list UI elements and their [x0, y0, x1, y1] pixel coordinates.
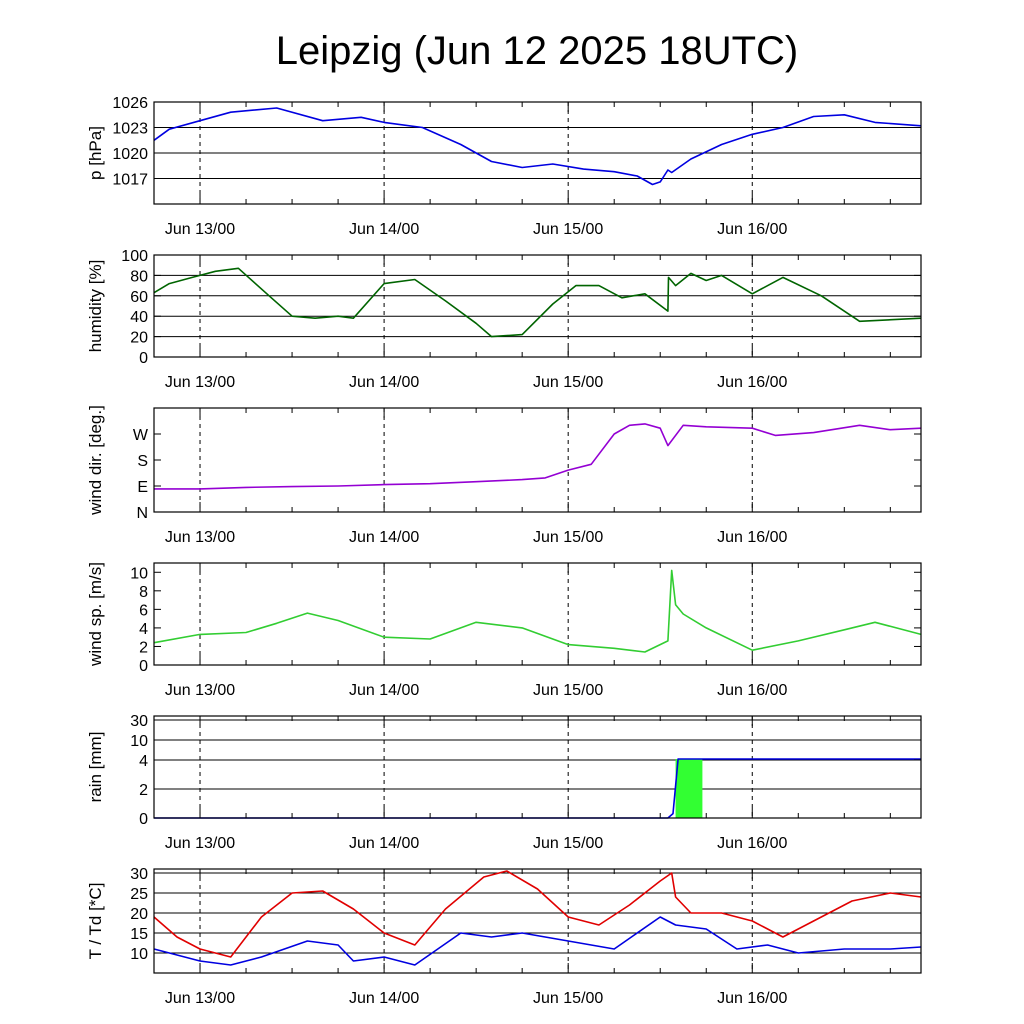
panel-4: 0 24 68 10 Jun 13/00 Jun 14/00 Jun 15/00 Jun 16…	[86, 562, 922, 699]
panel-6: 10 15 20 25 30 Jun 13/00 Jun 14/00 Jun 15/00 Jun…	[86, 866, 922, 1007]
y-tick-label: N	[136, 505, 148, 522]
y-tick-label: 30	[130, 866, 148, 883]
x-tick-label: Jun 14/00	[349, 374, 419, 391]
panel-5: 0 2 4 10 30 Jun 13/00 Jun 14/00 Jun 15/00 Jun 16…	[86, 713, 922, 852]
series-line-wind_speed	[153, 569, 922, 653]
x-tick-label: Jun 13/00	[165, 835, 235, 852]
x-tick-label: Jun 14/00	[349, 529, 419, 546]
x-tick-label: Jun 13/00	[165, 682, 235, 699]
x-tick-label: Jun 15/00	[533, 529, 603, 546]
y-tick-label: 1017	[112, 172, 148, 189]
y-tick-label: 80	[130, 268, 148, 285]
panel-1: 1017 1020 1023 1026 Jun 13/00 Jun 14/00 Jun 15…	[86, 95, 922, 238]
plot-frame	[153, 407, 922, 513]
y-tick-label: 6	[139, 602, 148, 619]
y-tick-label: 10	[130, 565, 148, 582]
y-axis-label: rain [mm]	[86, 732, 105, 803]
y-axis-label: T / Td [*C]	[86, 883, 105, 960]
x-tick-label: Jun 13/00	[165, 221, 235, 238]
x-tick-label: Jun 13/00	[165, 529, 235, 546]
x-tick-label: Jun 15/00	[533, 682, 603, 699]
series-line-temperature	[153, 870, 922, 958]
y-axis-label: p [hPa]	[86, 126, 105, 180]
y-tick-label: 4	[139, 753, 148, 770]
x-tick-label: Jun 14/00	[349, 835, 419, 852]
y-tick-label: 15	[130, 926, 148, 943]
y-tick-label: 1023	[112, 121, 148, 138]
x-tick-label: Jun 14/00	[349, 990, 419, 1007]
y-tick-label: 1026	[112, 95, 148, 112]
series-line-humidity	[153, 267, 922, 338]
series-line-pressure	[153, 107, 922, 186]
y-tick-label: 0	[139, 811, 148, 828]
series-line-wind_dir	[154, 423, 922, 490]
chart-title: Leipzig (Jun 12 2025 18UTC)	[276, 29, 799, 73]
y-tick-label: 60	[130, 289, 148, 306]
y-tick-label: 1020	[112, 146, 148, 163]
plot-frame	[153, 868, 922, 974]
y-tick-label: 10	[130, 946, 148, 963]
y-axis-label: wind dir. [deg.]	[86, 405, 105, 516]
x-tick-label: Jun 15/00	[533, 221, 603, 238]
y-tick-label: 30	[130, 713, 148, 730]
y-tick-label: 20	[130, 330, 148, 347]
y-tick-label: 2	[139, 639, 148, 656]
x-tick-label: Jun 15/00	[533, 835, 603, 852]
plot-frame	[153, 562, 922, 666]
x-tick-label: Jun 16/00	[717, 682, 787, 699]
y-tick-label: W	[133, 427, 149, 444]
y-axis-label: humidity [%]	[86, 260, 105, 353]
x-tick-label: Jun 16/00	[717, 990, 787, 1007]
x-tick-label: Jun 13/00	[165, 374, 235, 391]
y-tick-label: 40	[130, 309, 148, 326]
x-tick-label: Jun 16/00	[717, 374, 787, 391]
x-tick-label: Jun 15/00	[533, 990, 603, 1007]
y-tick-label: 25	[130, 886, 148, 903]
series-line-dewpoint	[153, 916, 922, 966]
plot-frame	[153, 254, 922, 358]
x-tick-label: Jun 14/00	[349, 682, 419, 699]
y-tick-label: E	[137, 479, 148, 496]
x-tick-label: Jun 13/00	[165, 990, 235, 1007]
y-axis-label: wind sp. [m/s]	[86, 562, 105, 667]
y-tick-label: 8	[139, 584, 148, 601]
y-tick-label: 4	[139, 621, 148, 638]
y-tick-label: 100	[121, 248, 148, 265]
y-tick-label: 10	[130, 733, 148, 750]
x-tick-label: Jun 15/00	[533, 374, 603, 391]
x-tick-label: Jun 16/00	[717, 221, 787, 238]
plot-frame	[153, 715, 922, 819]
y-tick-label: 0	[139, 658, 148, 675]
panel-2: 0 20 40 60 80 100 Jun 13/00 Jun 14/00 Jun 15/00 J…	[86, 248, 922, 391]
y-tick-label: S	[137, 453, 148, 470]
x-tick-label: Jun 14/00	[349, 221, 419, 238]
x-tick-label: Jun 16/00	[717, 835, 787, 852]
x-tick-label: Jun 16/00	[717, 529, 787, 546]
y-tick-label: 0	[139, 350, 148, 367]
y-tick-label: 20	[130, 906, 148, 923]
rain-bar	[675, 759, 703, 818]
y-tick-label: 2	[139, 782, 148, 799]
